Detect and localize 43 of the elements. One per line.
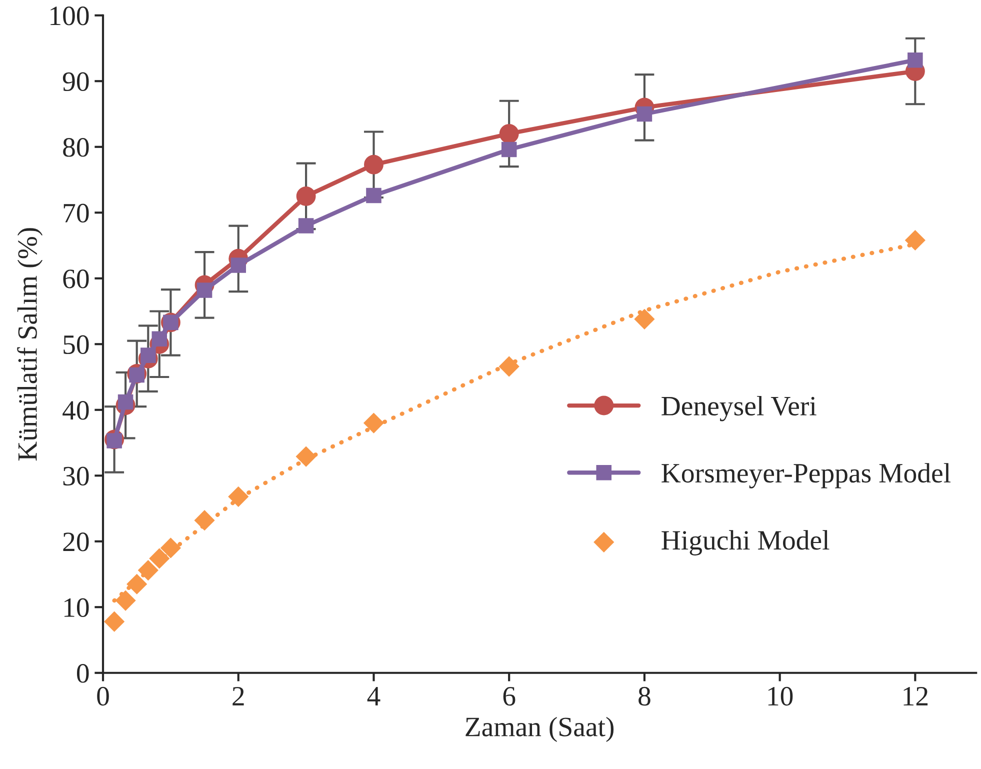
y-tick-label: 40 bbox=[62, 401, 89, 420]
point bbox=[908, 52, 923, 68]
point bbox=[363, 412, 384, 434]
point bbox=[104, 611, 125, 632]
point bbox=[904, 230, 926, 251]
point bbox=[634, 308, 655, 330]
y-tick-label: 80 bbox=[63, 138, 89, 157]
point bbox=[501, 142, 517, 158]
y-tick-label: 70 bbox=[64, 204, 89, 223]
x-tick-label: 2 bbox=[232, 686, 244, 706]
x-tick-label: 0 bbox=[97, 686, 109, 706]
point bbox=[298, 218, 314, 234]
y-tick-label: 10 bbox=[64, 598, 89, 618]
point bbox=[115, 590, 136, 611]
x-axis-title: Zaman (Saat) bbox=[466, 716, 614, 742]
y-axis-title: Kümülatif Salım (%) bbox=[17, 228, 43, 461]
y-tick-label: 30 bbox=[63, 466, 89, 486]
legend-label: Higuchi Model bbox=[662, 530, 830, 556]
point bbox=[160, 538, 181, 558]
x-tick-label: 4 bbox=[367, 687, 380, 706]
x-tick-label: 8 bbox=[638, 686, 650, 706]
y-tick-label: 50 bbox=[64, 335, 89, 354]
x-tick-label: 10 bbox=[768, 686, 793, 706]
legend-label: Deneysel Veri bbox=[662, 396, 816, 422]
y-tick-label: 100 bbox=[50, 6, 89, 26]
point bbox=[126, 574, 148, 594]
point bbox=[636, 106, 652, 122]
point bbox=[366, 188, 382, 204]
point bbox=[230, 258, 246, 273]
y-tick-label: 90 bbox=[62, 72, 89, 92]
point bbox=[152, 331, 168, 347]
x-tick-label: 6 bbox=[503, 686, 516, 706]
y-tick-label: 60 bbox=[63, 270, 89, 288]
point bbox=[228, 486, 249, 507]
point bbox=[364, 154, 384, 174]
y-tick-label: 0 bbox=[76, 664, 89, 683]
y-tick-label: 20 bbox=[63, 532, 89, 552]
point bbox=[498, 356, 520, 377]
point bbox=[499, 124, 519, 144]
x-tick-label: 12 bbox=[904, 686, 928, 706]
legend-label: Korsmeyer-Peppas Model bbox=[662, 463, 951, 488]
point bbox=[118, 394, 134, 410]
point bbox=[296, 186, 316, 206]
